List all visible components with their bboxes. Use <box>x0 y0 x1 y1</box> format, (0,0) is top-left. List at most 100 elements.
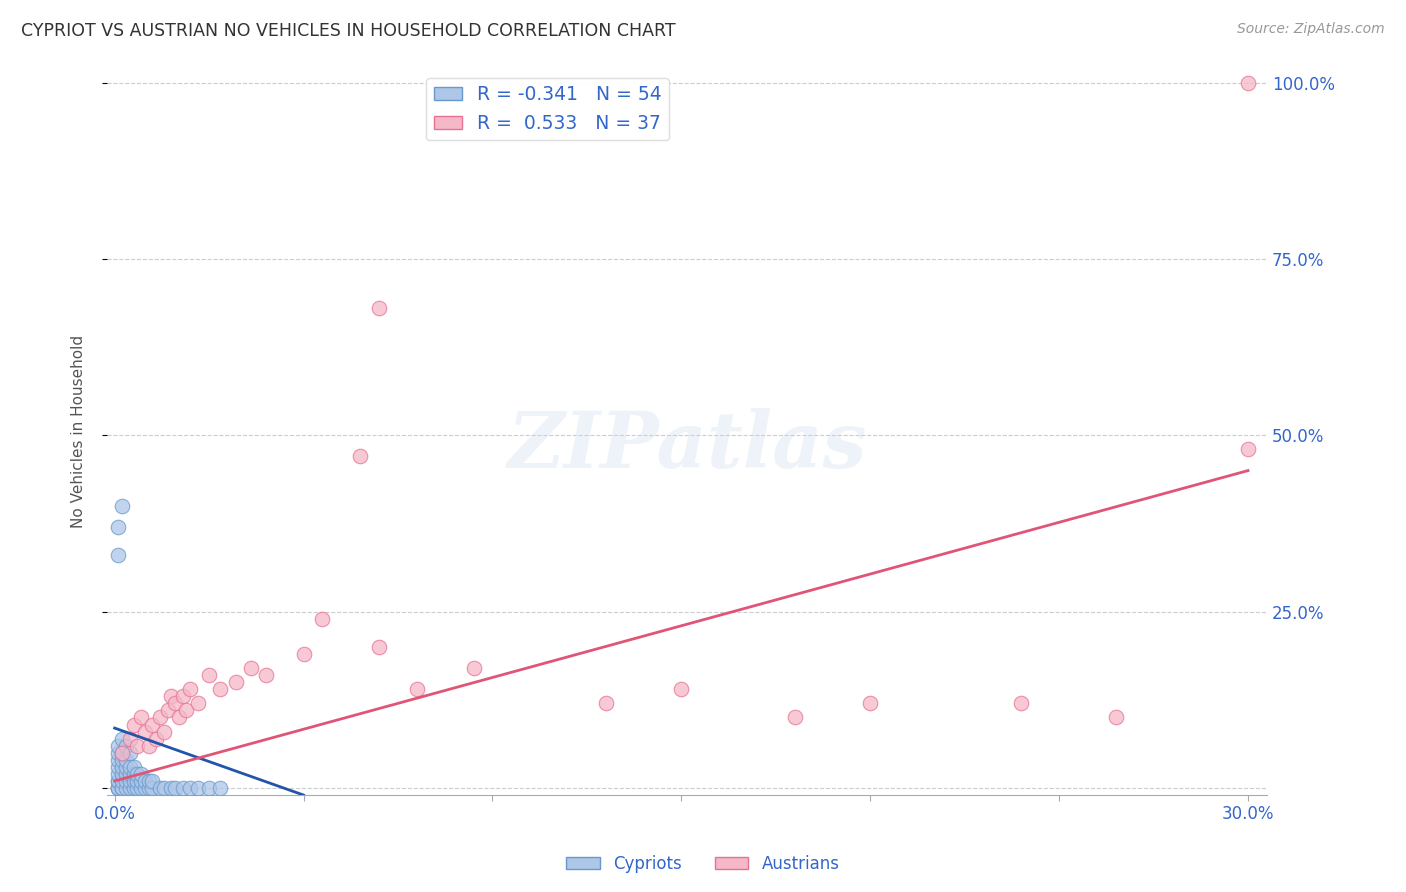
Point <box>111 760 134 774</box>
Point <box>129 780 152 795</box>
Point <box>111 731 134 746</box>
Point <box>115 760 138 774</box>
Point <box>595 697 617 711</box>
Point <box>368 301 391 316</box>
Point <box>127 739 149 753</box>
Point <box>149 710 172 724</box>
Point <box>349 450 371 464</box>
Point <box>115 767 138 781</box>
Point <box>176 703 198 717</box>
Point <box>107 753 129 767</box>
Point <box>134 724 156 739</box>
Point <box>111 746 134 760</box>
Point <box>107 774 129 789</box>
Point <box>859 697 882 711</box>
Point <box>118 746 141 760</box>
Point <box>145 731 167 746</box>
Point <box>111 780 134 795</box>
Point <box>141 774 163 789</box>
Point <box>138 774 160 789</box>
Point <box>172 780 194 795</box>
Point <box>118 731 141 746</box>
Point <box>1237 442 1260 457</box>
Point <box>127 774 149 789</box>
Point <box>118 767 141 781</box>
Point <box>149 780 172 795</box>
Point <box>134 780 156 795</box>
Point <box>134 774 156 789</box>
Point <box>254 668 277 682</box>
Point <box>107 767 129 781</box>
Point <box>172 690 194 704</box>
Y-axis label: No Vehicles in Household: No Vehicles in Household <box>72 335 86 528</box>
Text: CYPRIOT VS AUSTRIAN NO VEHICLES IN HOUSEHOLD CORRELATION CHART: CYPRIOT VS AUSTRIAN NO VEHICLES IN HOUSE… <box>21 22 676 40</box>
Point <box>156 703 179 717</box>
Point <box>118 760 141 774</box>
Point <box>179 780 201 795</box>
Legend: R = -0.341   N = 54, R =  0.533   N = 37: R = -0.341 N = 54, R = 0.533 N = 37 <box>426 78 669 140</box>
Point <box>107 746 129 760</box>
Point <box>118 780 141 795</box>
Point <box>115 739 138 753</box>
Legend: Cypriots, Austrians: Cypriots, Austrians <box>560 848 846 880</box>
Text: Source: ZipAtlas.com: Source: ZipAtlas.com <box>1237 22 1385 37</box>
Point <box>122 717 145 731</box>
Point <box>107 520 129 534</box>
Point <box>122 780 145 795</box>
Point <box>165 780 187 795</box>
Point <box>368 640 391 654</box>
Point <box>292 647 315 661</box>
Point <box>671 682 693 697</box>
Point <box>209 682 232 697</box>
Point <box>111 780 134 795</box>
Point <box>187 697 209 711</box>
Point <box>127 780 149 795</box>
Point <box>107 780 129 795</box>
Point <box>225 675 247 690</box>
Point <box>1237 76 1260 90</box>
Point <box>129 767 152 781</box>
Point <box>111 499 134 513</box>
Point <box>107 780 129 795</box>
Point <box>405 682 427 697</box>
Point <box>111 753 134 767</box>
Point <box>107 780 129 795</box>
Point <box>138 739 160 753</box>
Point <box>122 767 145 781</box>
Point <box>311 612 333 626</box>
Point <box>127 767 149 781</box>
Point <box>141 717 163 731</box>
Point <box>152 724 174 739</box>
Point <box>138 780 160 795</box>
Point <box>187 780 209 795</box>
Point <box>115 774 138 789</box>
Point <box>141 780 163 795</box>
Point <box>165 697 187 711</box>
Point <box>111 746 134 760</box>
Point <box>179 682 201 697</box>
Point <box>160 690 183 704</box>
Point <box>198 668 221 682</box>
Point <box>129 710 152 724</box>
Point <box>152 780 174 795</box>
Point <box>115 780 138 795</box>
Point <box>783 710 806 724</box>
Point <box>209 780 232 795</box>
Point <box>107 739 129 753</box>
Point <box>118 774 141 789</box>
Point <box>107 548 129 562</box>
Point <box>239 661 262 675</box>
Point <box>129 774 152 789</box>
Point <box>1105 710 1128 724</box>
Point <box>1010 697 1032 711</box>
Point <box>107 760 129 774</box>
Point <box>160 780 183 795</box>
Point <box>111 774 134 789</box>
Point <box>122 774 145 789</box>
Point <box>111 767 134 781</box>
Point <box>122 760 145 774</box>
Text: ZIPatlas: ZIPatlas <box>508 408 866 484</box>
Point <box>115 753 138 767</box>
Point <box>198 780 221 795</box>
Point <box>167 710 190 724</box>
